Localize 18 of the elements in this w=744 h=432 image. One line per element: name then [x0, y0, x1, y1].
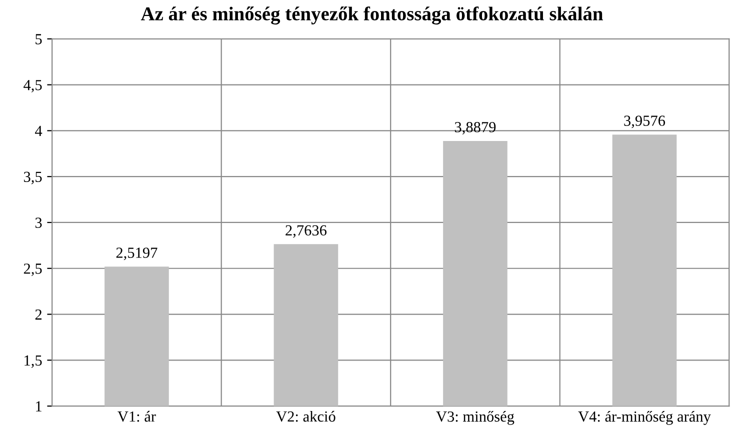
y-tick-label: 2,5 [24, 264, 42, 276]
y-tick-label: 1 [36, 401, 42, 412]
data-label: 2,5197 [116, 248, 158, 260]
y-tick-label: 4,5 [24, 80, 42, 92]
x-tick-label: V2: akció [276, 410, 336, 422]
y-tick-label: 1,5 [24, 355, 42, 368]
y-tick-label: 5 [36, 34, 42, 44]
data-label: 3,8879 [454, 122, 496, 135]
y-tick-label: 3 [35, 218, 42, 228]
y-tick-label: 2 [35, 309, 42, 320]
data-label: 3,9576 [624, 116, 666, 128]
x-tick-label: V1: ár [118, 410, 156, 422]
x-tick-label: V4: ár-minőség arány [578, 410, 711, 425]
data-label: 2,7636 [286, 225, 327, 238]
y-tick-label: 3,5 [24, 172, 42, 184]
x-tick-label: V3: minőség [436, 410, 514, 425]
y-tick-label: 4 [35, 126, 42, 136]
chart-title: Az ár és minőség tényezők fontossága ötfokozatú skálán [140, 6, 603, 24]
